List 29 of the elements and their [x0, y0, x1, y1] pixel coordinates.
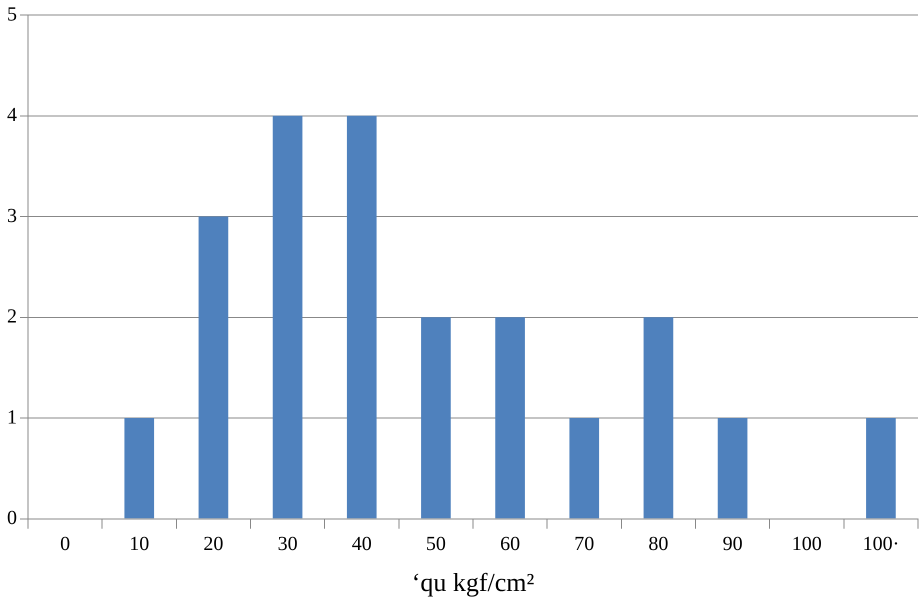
x-tick-label: 20: [203, 533, 224, 556]
bar: [272, 116, 302, 518]
x-tick-label: 60: [500, 533, 520, 556]
x-tick-label: 100: [792, 533, 822, 556]
x-tick-label: 70: [574, 533, 594, 556]
x-tick-label: 40: [352, 533, 372, 556]
bar: [198, 216, 228, 518]
y-tick-label: 5: [7, 3, 17, 26]
y-tick-label: 3: [7, 204, 17, 227]
bar: [569, 418, 600, 518]
y-tick-label: 2: [7, 306, 17, 328]
bar: [124, 418, 154, 518]
x-tick-label: 30: [278, 533, 298, 556]
bar: [866, 418, 896, 518]
x-tick-label: 90: [722, 533, 743, 556]
x-tick-label: 0: [60, 533, 70, 556]
x-tick-label: 100·: [862, 533, 900, 556]
bar: [718, 418, 748, 518]
y-tick-label: 1: [7, 406, 17, 428]
bar: [421, 317, 451, 518]
x-axis-title: ‘qu kgf/cm²: [412, 568, 534, 598]
x-tick-label: 10: [129, 533, 150, 556]
bar: [495, 317, 525, 518]
x-tick-label: 50: [426, 533, 446, 556]
bar: [644, 317, 674, 518]
bar: [346, 116, 377, 518]
x-tick-label: 80: [648, 533, 668, 556]
y-tick-label: 4: [7, 104, 17, 126]
y-tick-label: 0: [7, 507, 17, 530]
